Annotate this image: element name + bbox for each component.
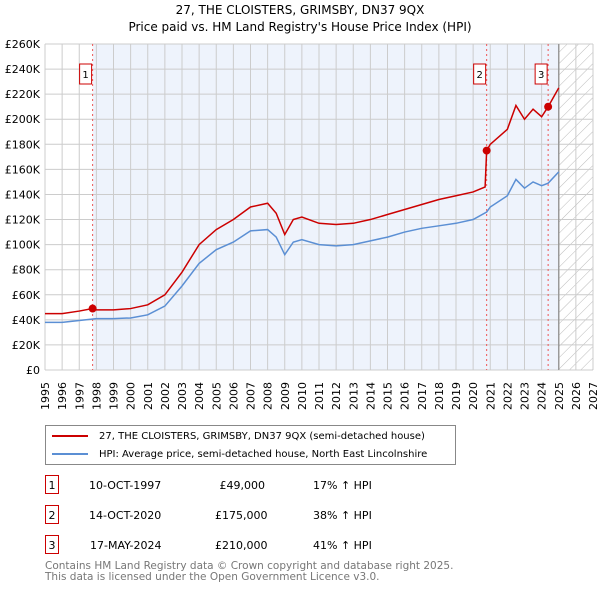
sale-point xyxy=(88,304,97,313)
chart-subtitle: Price paid vs. HM Land Registry's House … xyxy=(128,20,471,34)
x-tick-label: 1995 xyxy=(39,382,52,410)
sale-badge: 2 xyxy=(45,505,59,524)
x-tick-label: 2016 xyxy=(399,382,412,410)
legend-label: HPI: Average price, semi-detached house,… xyxy=(99,448,428,460)
y-tick-label: £60K xyxy=(12,289,41,302)
sale-hpi: 41% ↑ HPI xyxy=(313,539,372,552)
hpi-line xyxy=(45,171,560,324)
sale-marker-badge xyxy=(473,63,487,85)
x-tick-label: 1999 xyxy=(108,382,121,410)
sale-row: 1 10-OCT-1997 £49,000 17% ↑ HPI xyxy=(45,475,445,495)
sale-badge: 3 xyxy=(45,535,59,554)
x-tick-label: 2002 xyxy=(159,382,172,410)
sale-row: 2 14-OCT-2020 £175,000 38% ↑ HPI xyxy=(45,505,445,525)
sale-row: 3 17-MAY-2024 £210,000 41% ↑ HPI xyxy=(45,535,445,555)
footer-line: This data is licensed under the Open Gov… xyxy=(45,571,380,583)
property-price-line xyxy=(45,87,560,315)
x-tick-label: 2005 xyxy=(210,382,223,410)
x-tick-label: 2003 xyxy=(176,382,189,410)
y-tick-label: £120K xyxy=(5,214,41,227)
sale-marker-badge xyxy=(79,63,93,85)
shaded-ownership-region xyxy=(92,44,559,370)
x-tick-label: 2020 xyxy=(467,382,480,410)
sale-price: £175,000 xyxy=(215,509,268,522)
x-tick-label: 2009 xyxy=(279,382,292,410)
y-tick-label: £200K xyxy=(5,113,41,126)
x-tick-label: 1996 xyxy=(56,382,69,410)
sale-price: £210,000 xyxy=(215,539,268,552)
x-tick-label: 2025 xyxy=(553,382,566,410)
x-tick-label: 2012 xyxy=(330,382,343,410)
sale-date: 17-MAY-2024 xyxy=(90,539,162,552)
y-tick-label: £160K xyxy=(5,163,41,176)
legend-label: 27, THE CLOISTERS, GRIMSBY, DN37 9QX (se… xyxy=(99,430,425,442)
x-tick-label: 1997 xyxy=(73,382,86,410)
x-tick-label: 2027 xyxy=(587,382,600,410)
y-tick-label: £220K xyxy=(5,88,41,101)
legend: 27, THE CLOISTERS, GRIMSBY, DN37 9QX (se… xyxy=(45,425,456,465)
sale-marker-label: 3 xyxy=(538,70,544,81)
y-tick-label: £40K xyxy=(12,314,41,327)
sale-date: 10-OCT-1997 xyxy=(89,479,162,492)
price-chart: 27, THE CLOISTERS, GRIMSBY, DN37 9QX Pri… xyxy=(5,3,600,410)
sale-marker-badge xyxy=(534,63,548,85)
sale-point xyxy=(544,102,553,111)
x-tick-label: 2011 xyxy=(313,382,326,410)
footer: Contains HM Land Registry data © Crown c… xyxy=(45,561,453,583)
sale-marker-label: 2 xyxy=(476,70,482,81)
legend-item-hpi: HPI: Average price, semi-detached house,… xyxy=(52,446,427,462)
x-tick-label: 2021 xyxy=(484,382,497,410)
x-tick-label: 2000 xyxy=(125,382,138,410)
chart-title: 27, THE CLOISTERS, GRIMSBY, DN37 9QX xyxy=(176,3,425,17)
sale-date: 14-OCT-2020 xyxy=(89,509,162,522)
x-tick-label: 2008 xyxy=(262,382,275,410)
legend-item-property: 27, THE CLOISTERS, GRIMSBY, DN37 9QX (se… xyxy=(52,428,425,444)
x-tick-label: 2017 xyxy=(416,382,429,410)
x-tick-label: 2007 xyxy=(245,382,258,410)
x-tick-label: 2023 xyxy=(519,382,532,410)
sale-point xyxy=(482,146,491,155)
x-tick-label: 2015 xyxy=(382,382,395,410)
x-tick-label: 1998 xyxy=(90,382,103,410)
x-tick-label: 2022 xyxy=(501,382,514,410)
y-tick-label: £260K xyxy=(5,38,41,51)
y-tick-label: £140K xyxy=(5,188,41,201)
x-tick-label: 2001 xyxy=(142,382,155,410)
sale-hpi: 38% ↑ HPI xyxy=(313,509,372,522)
sale-hpi: 17% ↑ HPI xyxy=(313,479,372,492)
x-tick-label: 2018 xyxy=(433,382,446,410)
y-tick-label: £0 xyxy=(26,364,40,377)
y-tick-label: £20K xyxy=(12,339,41,352)
x-tick-label: 2004 xyxy=(193,382,206,410)
x-tick-label: 2026 xyxy=(570,382,583,410)
sale-marker-label: 1 xyxy=(82,70,88,81)
sale-price: £49,000 xyxy=(219,479,266,492)
y-tick-label: £80K xyxy=(12,264,41,277)
x-tick-label: 2024 xyxy=(536,382,549,410)
x-tick-label: 2010 xyxy=(296,382,309,410)
x-tick-label: 2013 xyxy=(347,382,360,410)
x-tick-label: 2019 xyxy=(450,382,463,410)
y-tick-label: £240K xyxy=(5,63,41,76)
footer-line: Contains HM Land Registry data © Crown c… xyxy=(45,560,454,572)
y-tick-label: £180K xyxy=(5,138,41,151)
sale-badge: 1 xyxy=(45,475,59,494)
y-tick-label: £100K xyxy=(5,239,41,252)
x-tick-label: 2006 xyxy=(227,382,240,410)
x-tick-label: 2014 xyxy=(364,382,377,410)
